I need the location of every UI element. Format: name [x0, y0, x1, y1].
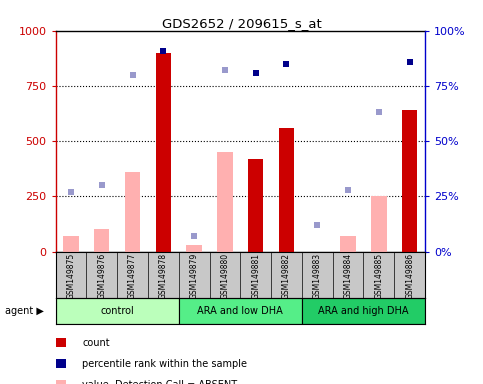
Text: GSM149882: GSM149882: [282, 253, 291, 299]
Text: GSM149878: GSM149878: [159, 253, 168, 299]
Bar: [371, 196, 386, 252]
Text: ARA and high DHA: ARA and high DHA: [318, 306, 409, 316]
Text: GSM149880: GSM149880: [220, 253, 229, 299]
Bar: [125, 172, 140, 252]
Text: GDS2652 / 209615_s_at: GDS2652 / 209615_s_at: [162, 17, 321, 30]
Text: GSM149884: GSM149884: [343, 253, 353, 299]
Text: GSM149879: GSM149879: [190, 253, 199, 299]
Text: GSM149881: GSM149881: [251, 253, 260, 299]
Bar: [402, 110, 417, 252]
Text: GSM149886: GSM149886: [405, 253, 414, 299]
Text: GSM149876: GSM149876: [97, 253, 106, 299]
Bar: [341, 236, 356, 252]
Bar: [156, 53, 171, 252]
Bar: [186, 245, 202, 252]
Text: value, Detection Call = ABSENT: value, Detection Call = ABSENT: [82, 380, 237, 384]
Bar: [179, 298, 302, 324]
Text: ARA and low DHA: ARA and low DHA: [198, 306, 283, 316]
Text: GSM149883: GSM149883: [313, 253, 322, 299]
Bar: [63, 236, 79, 252]
Bar: [217, 152, 233, 252]
Text: agent ▶: agent ▶: [5, 306, 43, 316]
Bar: [56, 298, 179, 324]
Text: GSM149877: GSM149877: [128, 253, 137, 299]
Text: percentile rank within the sample: percentile rank within the sample: [82, 359, 247, 369]
Bar: [94, 230, 110, 252]
Text: GSM149875: GSM149875: [67, 253, 75, 299]
Bar: [302, 298, 425, 324]
Bar: [279, 128, 294, 252]
Text: count: count: [82, 338, 110, 348]
Bar: [248, 159, 263, 252]
Text: control: control: [100, 306, 134, 316]
Text: GSM149885: GSM149885: [374, 253, 384, 299]
